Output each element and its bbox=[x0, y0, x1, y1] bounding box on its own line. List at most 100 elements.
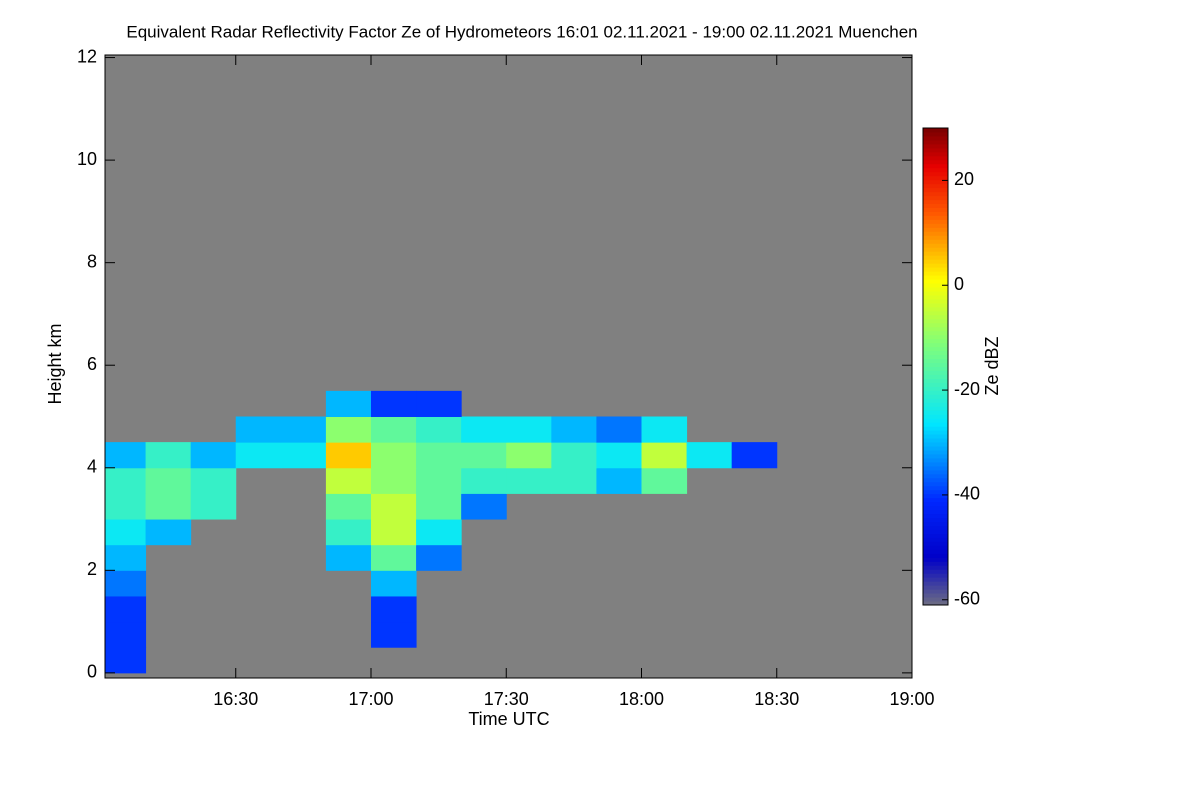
colorbar-swatch bbox=[923, 469, 948, 475]
colorbar-swatch bbox=[923, 179, 948, 185]
heatmap-cell bbox=[416, 493, 462, 520]
heatmap-cell bbox=[416, 467, 462, 494]
heatmap-cell bbox=[190, 467, 237, 494]
colorbar-swatch bbox=[923, 171, 948, 177]
y-tick-label: 0 bbox=[87, 662, 97, 682]
colorbar-swatch bbox=[923, 521, 948, 526]
colorbar-swatch bbox=[923, 167, 948, 173]
colorbar-swatch bbox=[923, 330, 948, 336]
heatmap-cell bbox=[416, 390, 462, 417]
heatmap-cell bbox=[461, 442, 507, 469]
colorbar-swatch bbox=[923, 406, 948, 411]
colorbar-swatch bbox=[923, 394, 948, 399]
colorbar-swatch bbox=[923, 430, 948, 435]
colorbar-swatch bbox=[923, 310, 948, 316]
colorbar-swatch bbox=[923, 231, 948, 236]
colorbar-swatch bbox=[923, 557, 948, 562]
colorbar-swatch bbox=[923, 223, 948, 228]
colorbar-swatch bbox=[923, 426, 948, 431]
colorbar-swatch bbox=[923, 159, 948, 165]
colorbar-swatch bbox=[923, 195, 948, 201]
heatmap-cell bbox=[190, 442, 237, 469]
colorbar-swatch bbox=[923, 131, 948, 137]
heatmap-cell bbox=[731, 442, 778, 469]
heatmap-cell bbox=[105, 493, 147, 520]
heatmap-cell bbox=[370, 467, 417, 494]
colorbar-swatch bbox=[923, 434, 948, 439]
colorbar-swatch bbox=[923, 493, 948, 499]
colorbar-swatch bbox=[923, 290, 948, 296]
heatmap-cell bbox=[370, 416, 417, 443]
colorbar-swatch bbox=[923, 199, 948, 205]
colorbar-swatch bbox=[923, 569, 948, 574]
heatmap-cell bbox=[370, 493, 417, 520]
heatmap-cell bbox=[506, 442, 552, 469]
heatmap-cell bbox=[145, 493, 192, 520]
x-tick-label: 16:30 bbox=[213, 689, 258, 709]
colorbar-swatch bbox=[923, 577, 948, 582]
y-tick-label: 10 bbox=[77, 149, 97, 169]
colorbar-swatch bbox=[923, 513, 948, 519]
heatmap-cell bbox=[145, 442, 192, 469]
heatmap-cell bbox=[551, 442, 597, 469]
colorbar-swatch bbox=[923, 461, 948, 467]
plot-frame bbox=[104, 54, 913, 679]
heatmap-cell bbox=[641, 442, 688, 469]
heatmap-cell bbox=[325, 442, 372, 469]
x-tick-label: 18:30 bbox=[754, 689, 799, 709]
colorbar-swatch bbox=[923, 155, 948, 161]
colorbar-swatch bbox=[923, 259, 948, 264]
heatmap-cell bbox=[280, 442, 327, 469]
heatmap-cell bbox=[105, 595, 147, 623]
colorbar-swatch bbox=[923, 525, 948, 530]
colorbar-swatch bbox=[923, 537, 948, 542]
heatmap-cell bbox=[461, 493, 507, 520]
heatmap-cell bbox=[235, 442, 282, 469]
colorbar-swatch bbox=[923, 350, 948, 356]
heatmap-cell bbox=[506, 467, 552, 494]
colorbar-swatch bbox=[923, 219, 948, 224]
colorbar-swatch bbox=[923, 585, 948, 590]
colorbar-swatch bbox=[923, 294, 948, 300]
heatmap-cell bbox=[105, 570, 147, 597]
heatmap-cell bbox=[370, 519, 417, 546]
colorbar-swatch bbox=[923, 227, 948, 232]
heatmap-cell bbox=[551, 467, 597, 494]
colorbar-swatch bbox=[923, 163, 948, 169]
heatmap-cell bbox=[235, 416, 282, 443]
colorbar-swatch bbox=[923, 446, 948, 451]
colorbar-swatch bbox=[923, 473, 948, 479]
colorbar-tick-label: -40 bbox=[954, 484, 980, 504]
colorbar-swatch bbox=[923, 378, 948, 383]
heatmap-cell bbox=[105, 467, 147, 494]
colorbar-swatch bbox=[923, 370, 948, 375]
colorbar-swatch bbox=[923, 346, 948, 352]
colorbar-swatch bbox=[923, 485, 948, 491]
colorbar-swatch bbox=[923, 279, 948, 284]
heatmap-cell bbox=[596, 416, 642, 443]
heatmap-cell bbox=[506, 416, 552, 443]
heatmap-cell bbox=[325, 519, 372, 546]
heatmap-cell bbox=[325, 493, 372, 520]
heatmap-cell bbox=[416, 442, 462, 469]
colorbar-swatch bbox=[923, 465, 948, 471]
colorbar-swatch bbox=[923, 509, 948, 515]
colorbar-swatch bbox=[923, 338, 948, 344]
colorbar-swatch bbox=[923, 175, 948, 181]
heatmap-cell bbox=[325, 467, 372, 494]
colorbar-swatch bbox=[923, 263, 948, 268]
colorbar-swatch bbox=[923, 533, 948, 538]
colorbar-swatch bbox=[923, 561, 948, 566]
colorbar-swatch bbox=[923, 505, 948, 511]
colorbar-swatch bbox=[923, 354, 948, 360]
heatmap-cell bbox=[105, 647, 147, 674]
heatmap-cell bbox=[105, 442, 147, 469]
y-tick-label: 8 bbox=[87, 251, 97, 271]
x-tick-label: 17:30 bbox=[484, 689, 529, 709]
chart-title: Equivalent Radar Reflectivity Factor Ze … bbox=[126, 22, 917, 41]
colorbar-swatch bbox=[923, 298, 948, 304]
heatmap-cell bbox=[325, 544, 372, 571]
heatmap-cell bbox=[461, 416, 507, 443]
colorbar-swatch bbox=[923, 597, 948, 602]
colorbar-swatch bbox=[923, 390, 948, 395]
